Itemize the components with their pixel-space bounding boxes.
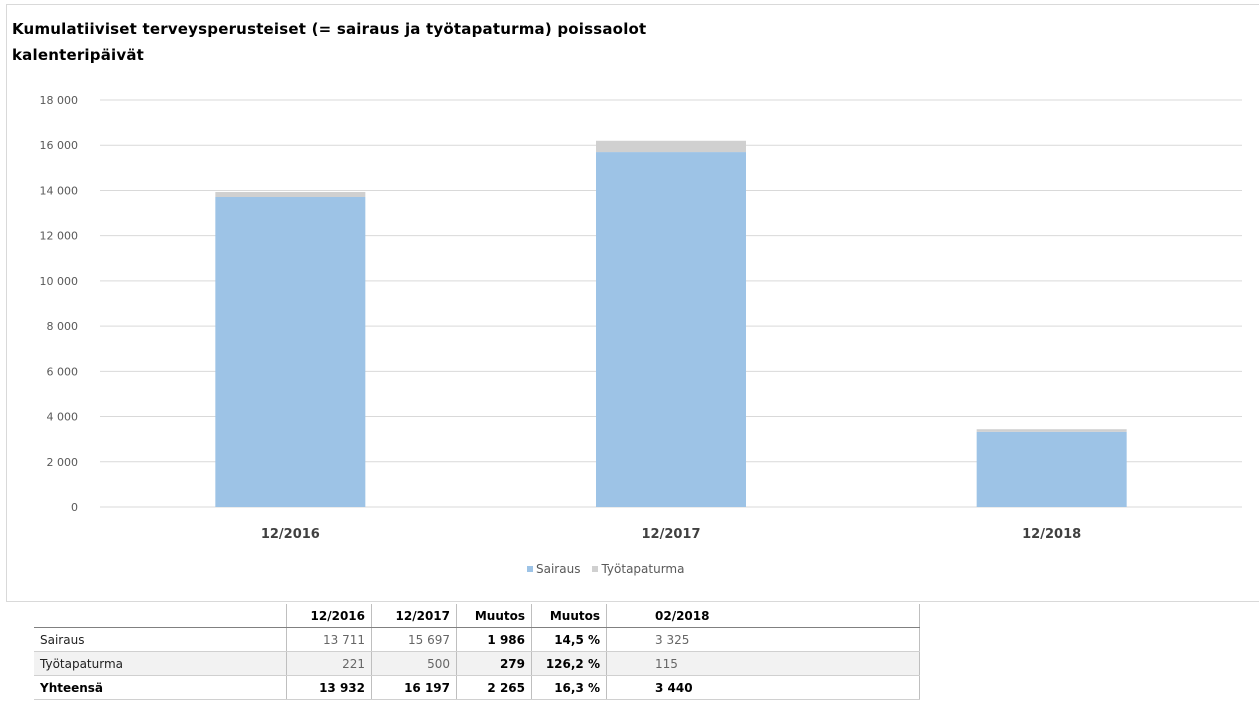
- y-tick-label: 4 000: [47, 411, 79, 424]
- bar-tyotapaturma: [976, 429, 1127, 432]
- table-cell: 500: [371, 651, 457, 676]
- table-header-cell: 12/2016: [286, 604, 372, 628]
- y-tick-label: 2 000: [47, 456, 79, 469]
- x-tick-label: 12/2016: [261, 527, 320, 542]
- table-cell: 16 197: [371, 675, 457, 700]
- y-tick-label: 8 000: [47, 320, 79, 333]
- table-cell: 2 265: [456, 675, 532, 700]
- legend-swatch-sairaus: [527, 566, 533, 572]
- legend-label-sairaus: Sairaus: [536, 562, 581, 576]
- y-tick-label: 0: [71, 501, 78, 514]
- table-header-cell: Muutos: [456, 604, 532, 628]
- bar-sairaus: [976, 431, 1127, 507]
- table-row: Yhteensä 13 932 16 197 2 265 16,3 % 3 44…: [34, 675, 920, 700]
- y-tick-label: 18 000: [40, 94, 79, 107]
- legend-label-tyotapaturma: Työtapaturma: [601, 562, 685, 576]
- table-cell: 16,3 %: [531, 675, 607, 700]
- row-label: Yhteensä: [34, 675, 287, 700]
- chart-title: Kumulatiiviset terveysperusteiset (= sai…: [12, 20, 647, 38]
- legend-item-sairaus: Sairaus: [527, 562, 580, 576]
- table-cell: 1 986: [456, 627, 532, 652]
- table-cell: 279: [456, 651, 532, 676]
- data-table: 12/2016 12/2017 Muutos Muutos 02/2018 Sa…: [34, 604, 920, 700]
- bar-tyotapaturma: [596, 140, 746, 153]
- chart-plot: 0 2 000 4 000 6 000 8 000 10 000 12 000 14 000 1…: [40, 94, 1242, 542]
- table-cell: 3 440: [606, 675, 920, 700]
- table-header-cell: Muutos: [531, 604, 607, 628]
- y-tick-label: 14 000: [40, 184, 79, 197]
- bar-tyotapaturma: [215, 191, 366, 197]
- bar-sairaus: [215, 196, 366, 507]
- legend-item-tyotapaturma: Työtapaturma: [592, 562, 684, 576]
- table-header-row: 12/2016 12/2017 Muutos Muutos 02/2018: [34, 604, 920, 628]
- table-row: Työtapaturma 221 500 279 126,2 % 115: [34, 651, 920, 676]
- table-cell: 14,5 %: [531, 627, 607, 652]
- row-label: Työtapaturma: [34, 651, 287, 676]
- table-row: Sairaus 13 711 15 697 1 986 14,5 % 3 325: [34, 627, 920, 652]
- chart-legend: Sairaus Työtapaturma: [527, 562, 692, 576]
- bar-sairaus: [596, 152, 746, 507]
- table-cell: 3 325: [606, 627, 920, 652]
- table-cell: 221: [286, 651, 372, 676]
- table-header-cell: 02/2018: [606, 604, 920, 628]
- table-header-cell: [34, 604, 287, 628]
- y-tick-label: 16 000: [40, 139, 79, 152]
- legend-swatch-tyotapaturma: [592, 566, 599, 572]
- table-header-cell: 12/2017: [371, 604, 457, 628]
- y-tick-label: 12 000: [40, 230, 79, 243]
- y-tick-label: 10 000: [40, 275, 79, 288]
- table-cell: 126,2 %: [531, 651, 607, 676]
- x-tick-label: 12/2017: [641, 527, 700, 542]
- table-cell: 15 697: [371, 627, 457, 652]
- chart-area: [6, 4, 1259, 602]
- row-label: Sairaus: [34, 627, 287, 652]
- table-cell: 13 932: [286, 675, 372, 700]
- table-cell: 13 711: [286, 627, 372, 652]
- chart-subtitle: kalenteripäivät: [12, 46, 145, 64]
- table-cell: 115: [606, 651, 920, 676]
- x-tick-label: 12/2018: [1022, 527, 1081, 542]
- y-tick-label: 6 000: [47, 365, 79, 378]
